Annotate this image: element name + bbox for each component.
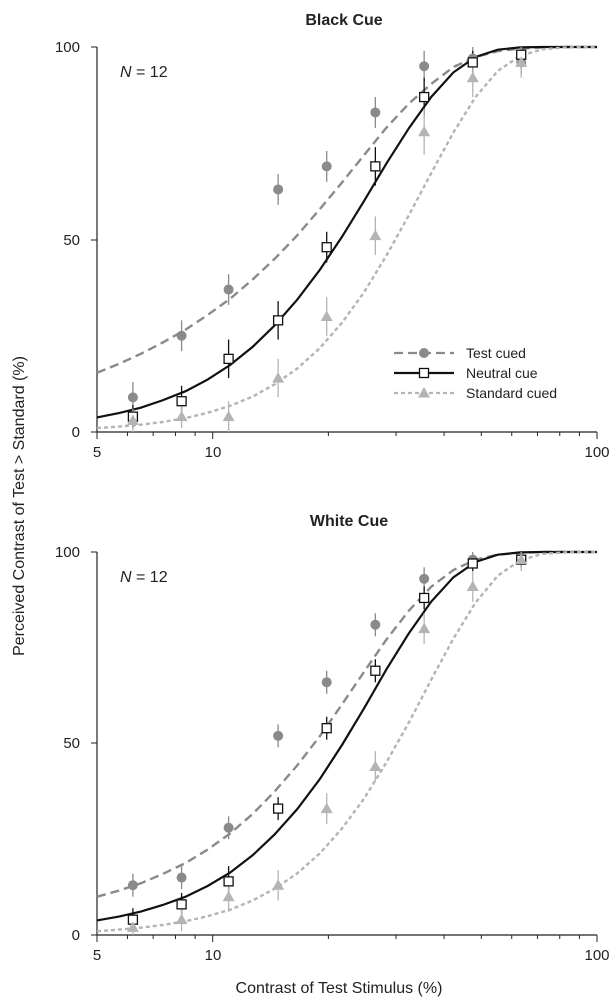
data-point xyxy=(467,57,478,68)
data-point xyxy=(223,876,234,887)
fit-line xyxy=(96,550,597,922)
data-point xyxy=(223,822,234,833)
data-point xyxy=(127,392,138,403)
y-ticks: 0 50 100 xyxy=(55,39,97,441)
data-point xyxy=(175,410,188,422)
data-point xyxy=(272,803,284,814)
legend-marker xyxy=(418,367,430,379)
y-tick-label: 50 xyxy=(63,232,80,249)
data-point xyxy=(223,284,234,295)
data-point xyxy=(466,580,479,591)
legend: Test cued Neutral cue Standard cued xyxy=(394,345,557,401)
x-tick-label: 100 xyxy=(584,444,609,461)
data-point xyxy=(370,161,381,172)
y-axis-label: Perceived Contrast of Test > Standard (%… xyxy=(11,356,28,656)
data-point xyxy=(175,913,188,925)
x-tick-label: 5 xyxy=(93,444,101,461)
data-point xyxy=(126,921,139,932)
data-point xyxy=(176,396,187,407)
y-ticks: 0 50 100 xyxy=(55,544,97,944)
x-axis-label: Contrast of Test Stimulus (%) xyxy=(236,980,443,997)
x-tick-label: 100 xyxy=(584,947,609,964)
data-point xyxy=(369,229,382,241)
data-point xyxy=(321,723,332,734)
legend-label: Neutral cue xyxy=(466,365,538,381)
fit-line xyxy=(96,550,597,933)
x-tick-label: 5 xyxy=(93,947,101,964)
data-point xyxy=(176,872,187,883)
data-point xyxy=(418,592,430,604)
data-point xyxy=(418,91,430,103)
data-point xyxy=(466,71,479,83)
data-point xyxy=(176,899,187,910)
data-point xyxy=(272,315,284,326)
x-tick-label: 10 xyxy=(205,947,222,964)
panel-title-white-cue: White Cue xyxy=(310,513,388,530)
x-minor-ticks xyxy=(96,935,598,942)
data-point xyxy=(126,414,139,425)
data-point xyxy=(176,330,187,341)
legend-label: Test cued xyxy=(466,345,526,361)
data-point xyxy=(515,553,528,565)
data-point xyxy=(418,622,431,634)
data-point xyxy=(467,558,478,569)
data-point xyxy=(222,410,235,422)
sample-size-label: N = 12 xyxy=(120,64,168,81)
data-point xyxy=(222,890,235,902)
data-point xyxy=(321,677,332,688)
data-point xyxy=(419,573,430,584)
x-tick-label: 10 xyxy=(205,444,222,461)
fit-line xyxy=(96,45,597,419)
data-point xyxy=(320,802,333,814)
data-point xyxy=(370,665,381,676)
legend-marker xyxy=(419,348,429,358)
legend-label: Standard cued xyxy=(466,385,557,401)
panel-white-cue: White Cue N = 12 0 50 100 5 10 100 xyxy=(55,513,610,964)
x-ticks: 5 10 100 xyxy=(93,444,610,461)
data-point xyxy=(370,619,381,630)
y-tick-label: 100 xyxy=(55,544,80,561)
data-point xyxy=(370,107,381,118)
x-ticks: 5 10 100 xyxy=(93,947,610,964)
y-tick-label: 0 xyxy=(72,927,80,944)
panel-title-black-cue: Black Cue xyxy=(305,12,382,29)
sample-size-label: N = 12 xyxy=(120,569,168,586)
plot-area xyxy=(96,45,597,432)
panel-black-cue: Black Cue N = 12 0 50 100 5 10 100 Test … xyxy=(55,12,610,461)
data-point xyxy=(320,310,333,321)
y-tick-label: 0 xyxy=(72,424,80,441)
x-minor-ticks xyxy=(96,432,598,439)
data-point xyxy=(272,879,285,890)
data-point xyxy=(419,61,430,72)
data-point xyxy=(369,760,382,771)
y-tick-label: 50 xyxy=(63,735,80,752)
data-point xyxy=(273,730,284,741)
legend-marker xyxy=(418,387,430,398)
data-point xyxy=(515,56,528,67)
fit-line xyxy=(96,45,597,374)
data-point xyxy=(223,353,234,365)
data-point xyxy=(321,242,332,253)
plot-area xyxy=(96,550,597,935)
data-point xyxy=(272,372,285,383)
data-point xyxy=(127,880,138,891)
y-tick-label: 100 xyxy=(55,39,80,56)
data-point xyxy=(273,184,284,195)
fit-line xyxy=(96,550,597,898)
data-point xyxy=(418,125,431,137)
data-point xyxy=(321,161,332,172)
